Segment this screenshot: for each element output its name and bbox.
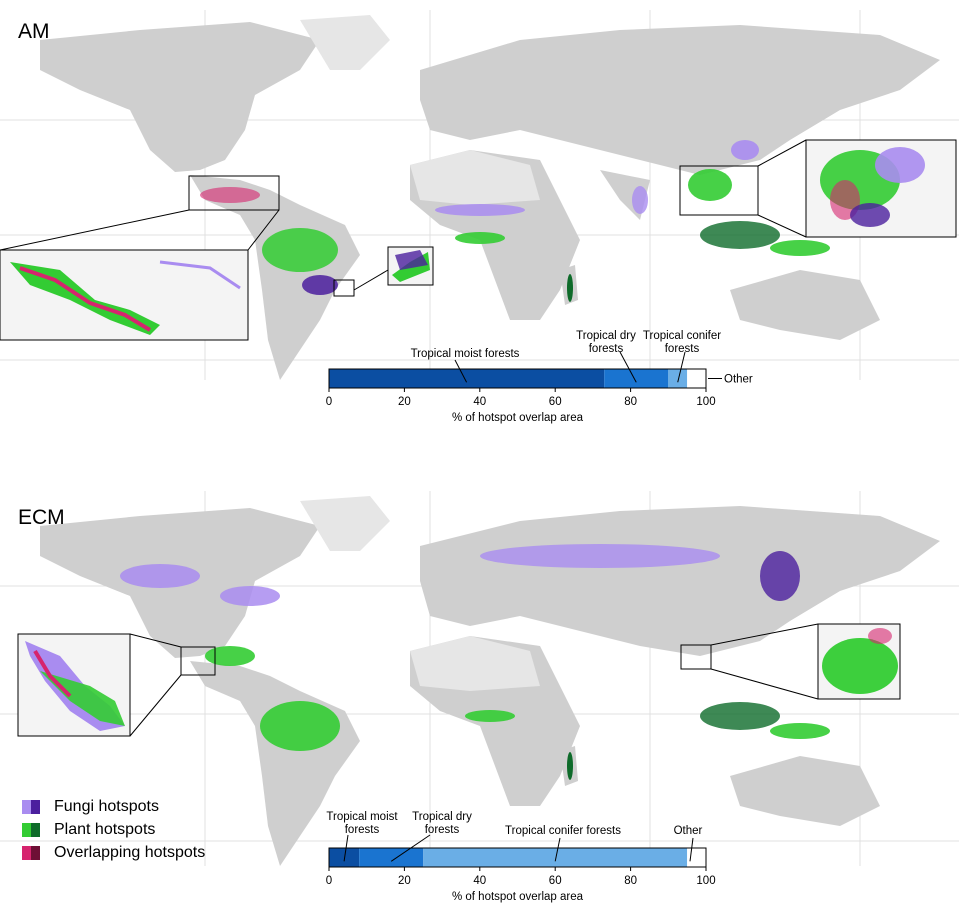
category-label: Other: [674, 825, 703, 837]
bar-segment: [687, 369, 706, 388]
legend-label: Plant hotspots: [54, 820, 156, 838]
bar-segment: [604, 369, 669, 388]
bar-segment: [423, 848, 688, 867]
category-label: Other: [724, 374, 753, 386]
fungi-swatch-icon: [22, 799, 40, 814]
inset-southeast-asia: [679, 139, 957, 238]
legend-label: Fungi hotspots: [54, 797, 159, 815]
x-tick-label: 0: [326, 875, 332, 887]
category-label: Tropical conifer forests: [505, 825, 621, 837]
category-label: Tropical dry forests: [576, 330, 636, 355]
plant-swatch-dark: [31, 822, 40, 837]
legend-item-plant: Plant hotspots: [22, 818, 205, 841]
x-axis-label: % of hotspot overlap area: [452, 891, 584, 903]
inset-southeast-asia: [680, 623, 901, 700]
inset-central-america: [0, 175, 280, 341]
x-tick-label: 100: [696, 396, 715, 408]
leader-line: [454, 359, 468, 383]
panel-label-am: AM: [18, 20, 50, 43]
x-tick-label: 20: [398, 875, 411, 887]
leader-line: [554, 837, 561, 862]
bar-segment: [329, 848, 360, 867]
inset-brazil: [333, 246, 434, 297]
hotspot-legend: Fungi hotspots Plant hotspots Overlappin…: [22, 795, 205, 864]
x-tick-label: 60: [549, 875, 562, 887]
leader-line: [689, 837, 694, 862]
legend-item-overlap: Overlapping hotspots: [22, 841, 205, 864]
bar-outline: [328, 847, 707, 868]
x-tick-label: 20: [398, 396, 411, 408]
legend-label: Overlapping hotspots: [54, 843, 206, 861]
leader-line: [619, 351, 637, 383]
category-label: Tropical conifer forests: [643, 330, 721, 355]
leader-line: [390, 834, 431, 862]
x-tick-label: 40: [473, 396, 486, 408]
overlap-swatch-dark: [31, 845, 40, 860]
panel-label-ecm: ECM: [18, 506, 65, 529]
bar-segment: [687, 848, 706, 867]
fungi-swatch-dark: [31, 799, 40, 814]
category-label: Tropical moist forests: [411, 348, 520, 360]
legend-item-fungi: Fungi hotspots: [22, 795, 205, 818]
category-label: Tropical dry forests: [412, 811, 472, 836]
x-tick-label: 80: [624, 875, 637, 887]
category-label: Tropical moist forests: [326, 811, 398, 836]
x-tick-label: 60: [549, 396, 562, 408]
am-panel: 0 20 40 60 80 100 % of hotspot overlap area Tro…: [0, 0, 959, 440]
x-tick-label: 40: [473, 875, 486, 887]
am-map: 0 20 40 60 80 100 % of hotspot overlap area Tro…: [0, 10, 959, 424]
land-masses: [40, 15, 940, 380]
bar-outline: [328, 368, 707, 389]
plant-swatch-icon: [22, 822, 40, 837]
leader-line: [677, 351, 686, 383]
ecm-map: 0 20 40 60 80 100 % of hotspot overlap area Tro…: [0, 491, 959, 903]
hotspot-overlay: [120, 544, 830, 780]
ecm-panel: 0 20 40 60 80 100 % of hotspot overlap area Tro…: [0, 486, 959, 906]
hotspot-overlay: [200, 140, 830, 302]
x-tick-label: 100: [696, 875, 715, 887]
x-tick-label: 80: [624, 396, 637, 408]
inset-mexico: [17, 633, 216, 737]
am-stacked-bar-chart: 0 20 40 60 80 100 % of hotspot overlap area Tro…: [326, 330, 753, 424]
bar-segment: [668, 369, 688, 388]
bar-segment: [359, 848, 424, 867]
leader-line: [343, 834, 349, 862]
x-tick-label: 0: [326, 396, 332, 408]
x-axis-label: % of hotspot overlap area: [452, 412, 584, 424]
overlap-swatch-light: [22, 845, 31, 860]
plant-swatch-light: [22, 822, 31, 837]
fungi-swatch-light: [22, 799, 31, 814]
bar-segment: [329, 369, 605, 388]
ecm-stacked-bar-chart: 0 20 40 60 80 100 % of hotspot overlap area Tro…: [326, 811, 716, 903]
overlap-swatch-icon: [22, 845, 40, 860]
